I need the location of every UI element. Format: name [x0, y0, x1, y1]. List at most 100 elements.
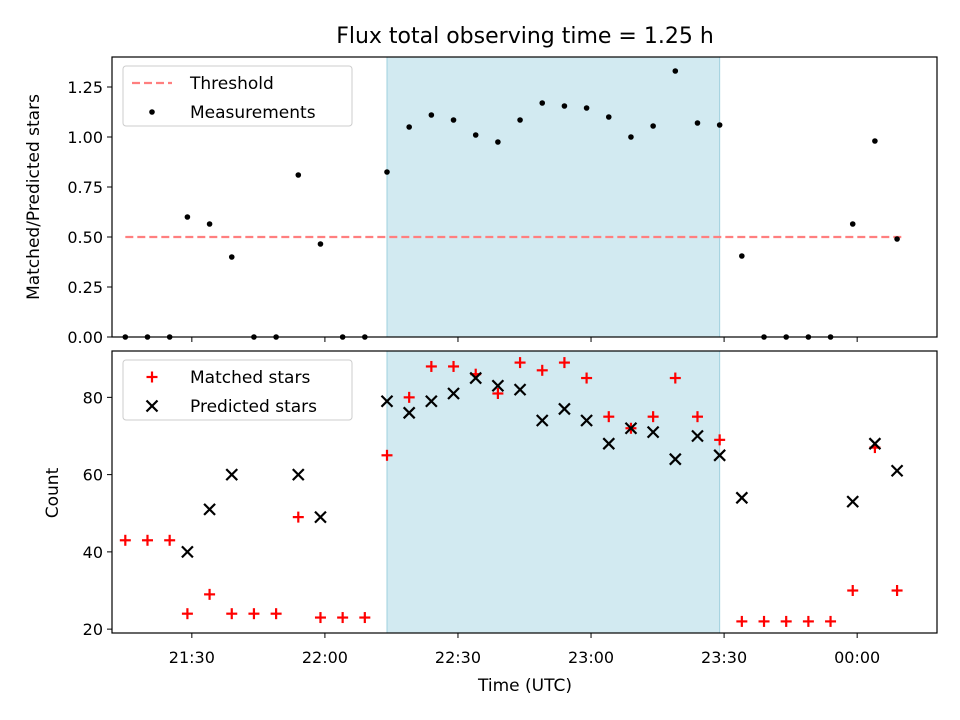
matched-stars-point: [558, 357, 570, 369]
y-tick-label: 40: [83, 543, 103, 562]
measurements-point: [872, 138, 878, 144]
matched-stars-point: [381, 449, 393, 461]
matched-stars-point: [780, 615, 792, 627]
y-tick-label: 0.75: [67, 178, 103, 197]
predicted-stars-point: [535, 414, 549, 427]
x-tick-label: 00:00: [834, 648, 880, 667]
bottom-panel-y-ticks: 20 40 60 80: [83, 388, 112, 639]
y-tick-label: 1.25: [67, 78, 103, 97]
measurements-point: [561, 103, 568, 109]
measurements-point: [739, 253, 745, 259]
predicted-stars-point: [491, 379, 505, 393]
matched-stars-point: [337, 612, 349, 624]
measurements-point: [894, 236, 900, 242]
measurements-point: [539, 100, 546, 106]
top-panel-x-ticks: [191, 337, 858, 342]
top-panel-series: [122, 68, 902, 340]
bottom-panel-x-ticks: 21:30 22:00 22:30 23:00 23:30 00:00: [169, 633, 880, 667]
x-tick-label: 23:30: [701, 648, 747, 667]
measurements-point: [450, 117, 457, 123]
measurements-point: [849, 221, 856, 227]
predicted-stars-point: [425, 394, 438, 408]
predicted-stars-point: [868, 437, 882, 450]
measurements-point: [517, 117, 523, 123]
observing-window-span: [387, 351, 720, 633]
measurements-point: [628, 134, 634, 140]
matched-stars-point: [758, 615, 770, 627]
legend-measurements-label: Measurements: [190, 103, 316, 123]
measurements-point: [184, 214, 191, 220]
matched-stars-point: [847, 585, 859, 597]
predicted-stars-point: [447, 387, 460, 400]
matched-stars-point: [736, 615, 748, 627]
predicted-stars-point: [203, 503, 216, 516]
top-panel-shading: [386, 57, 721, 337]
matched-stars-point: [164, 534, 176, 546]
legend-predicted-stars-swatch: [145, 399, 159, 413]
measurements-point: [694, 120, 701, 126]
legend-predicted-stars-label: Predicted stars: [190, 397, 317, 417]
predicted-stars-point: [469, 371, 482, 385]
predicted-stars-point: [181, 545, 194, 559]
y-tick-label: 0.00: [67, 328, 103, 347]
measurements-point: [206, 221, 213, 227]
matched-stars-point: [141, 534, 153, 546]
measurements-point: [228, 254, 235, 260]
bottom-panel-shading: [386, 351, 721, 633]
predicted-stars-point: [646, 425, 660, 439]
predicted-stars-point: [513, 383, 527, 396]
matched-stars-point: [181, 608, 193, 620]
legend-box: [122, 359, 353, 421]
matched-stars-point: [691, 411, 703, 423]
predicted-stars-point: [558, 402, 571, 416]
measurements-point: [650, 123, 656, 129]
predicted-stars-point: [669, 452, 682, 466]
predicted-stars-point: [292, 468, 305, 481]
y-tick-label: 60: [83, 466, 103, 485]
matched-stars-point: [204, 588, 216, 600]
predicted-stars-point: [846, 495, 860, 508]
x-tick-label: 22:30: [435, 648, 481, 667]
y-tick-label: 0.25: [67, 278, 103, 297]
legend-threshold-label: Threshold: [189, 74, 274, 94]
legend-matched-stars-label: Matched stars: [190, 368, 310, 388]
measurements-point: [672, 68, 679, 74]
predicted-stars-point: [225, 468, 239, 481]
predicted-stars-point: [602, 437, 616, 450]
x-tick-label: 21:30: [169, 648, 215, 667]
predicted-stars-point: [890, 464, 904, 478]
y-tick-label: 0.50: [67, 228, 103, 247]
top-panel-y-label: Matched/Predicted stars: [24, 94, 44, 300]
observing-window-span: [387, 57, 720, 337]
measurements-point: [716, 122, 723, 128]
y-tick-label: 20: [83, 620, 103, 639]
measurements-point: [605, 114, 612, 120]
matched-stars-point: [119, 534, 131, 546]
predicted-stars-point: [713, 449, 726, 462]
matched-stars-point: [448, 360, 460, 372]
matched-stars-point: [292, 511, 304, 523]
bottom-panel-series: [119, 357, 904, 627]
predicted-stars-series: [181, 371, 904, 559]
matched-stars-point: [403, 391, 415, 403]
matched-stars-point: [514, 357, 526, 369]
matched-stars-point: [492, 387, 504, 399]
matched-stars-point: [536, 364, 548, 376]
matched-stars-point: [714, 434, 726, 446]
top-panel: 0.00 0.25 0.50 0.75 1.00 1.25 Threshold Measur…: [67, 56, 938, 347]
chart-title: Flux total observing time = 1.25 h: [336, 24, 714, 49]
matched-stars-point: [603, 411, 615, 423]
matched-stars-point: [425, 360, 437, 372]
predicted-stars-point: [624, 421, 638, 435]
predicted-stars-point: [380, 394, 394, 408]
matched-stars-series: [119, 357, 903, 627]
matched-stars-point: [647, 411, 659, 423]
measurements-point: [406, 124, 412, 130]
matched-stars-point: [891, 585, 903, 597]
y-tick-label: 80: [83, 388, 103, 407]
x-axis-label: Time (UTC): [477, 676, 572, 696]
measurements-point: [317, 241, 324, 247]
bottom-panel-frame: [111, 350, 938, 634]
measurements-point: [495, 139, 501, 145]
